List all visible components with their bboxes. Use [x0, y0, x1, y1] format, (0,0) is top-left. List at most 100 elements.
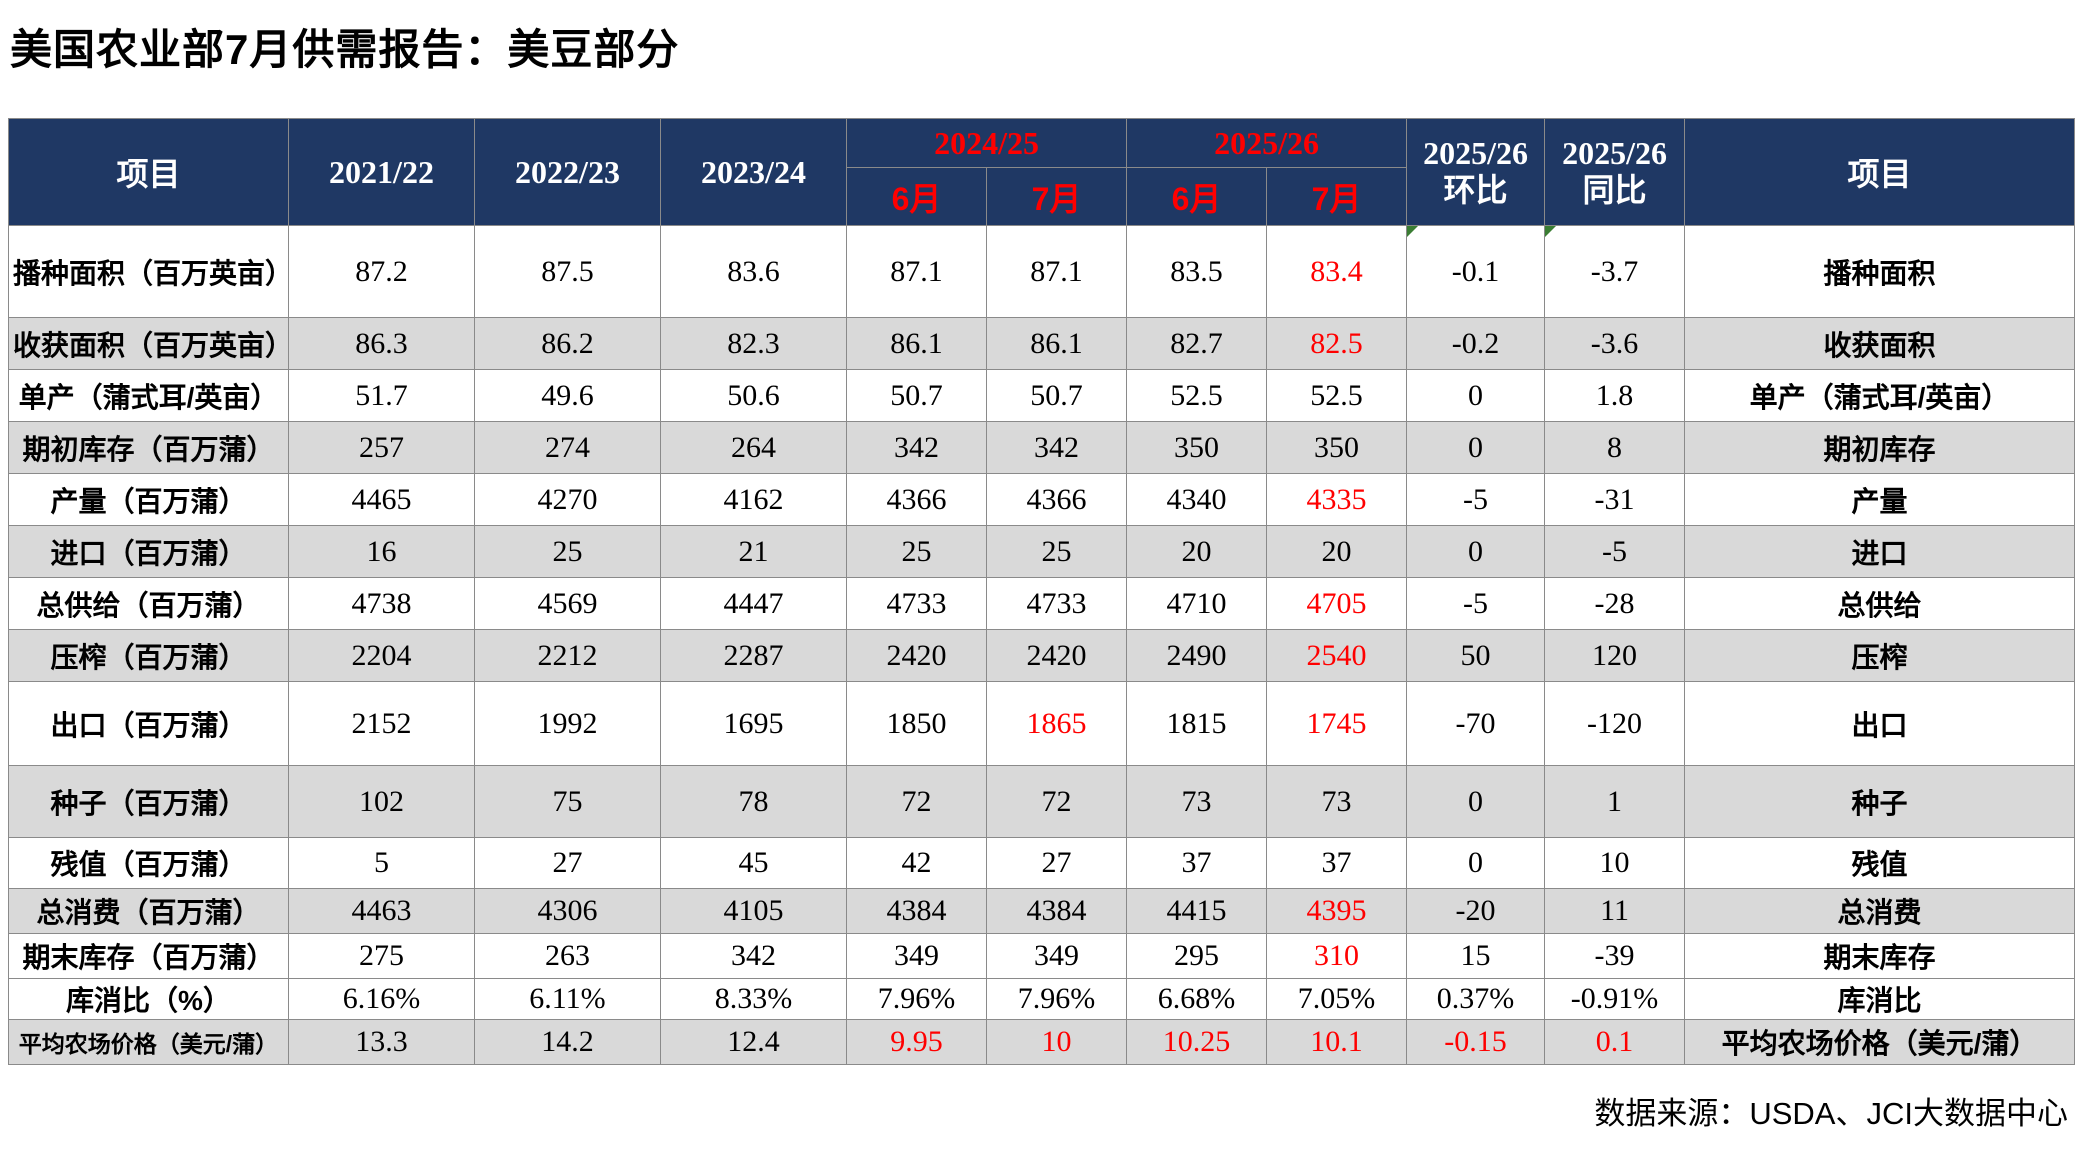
cell-r13-c0: 6.16%	[288, 978, 475, 1020]
row-label-left-9: 种子（百万蒲）	[8, 765, 289, 838]
cell-r1-c0: 86.3	[288, 317, 475, 370]
cell-r13-c3: 7.96%	[846, 978, 987, 1020]
table-row-3: 期初库存（百万蒲） 257 274 264 342 342 350 350 0 8 期初库存	[8, 421, 2076, 474]
cell-r5-c3: 25	[846, 525, 987, 578]
cell-r3-c6: 350	[1266, 421, 1408, 474]
cell-r4-c0: 4465	[288, 473, 475, 526]
table-row-13: 库消比（%） 6.16% 6.11% 8.33% 7.96% 7.96% 6.68% 7.05…	[8, 978, 2076, 1020]
cell-r9-c1: 75	[474, 765, 661, 838]
cell-r0-c0: 87.2	[288, 225, 475, 318]
cell-r0-c1: 87.5	[474, 225, 661, 318]
cell-r3-c7: 0	[1406, 421, 1546, 474]
cell-r12-c1: 263	[474, 933, 661, 979]
cell-r11-c4: 4384	[985, 888, 1128, 934]
cell-r6-c1: 4569	[474, 577, 661, 630]
header-year-1: 2022/23	[474, 118, 661, 226]
cell-r6-c2: 4447	[660, 577, 847, 630]
header-group-1: 2025/26	[1126, 118, 1408, 168]
cell-r10-c8: 10	[1544, 837, 1686, 889]
cell-r11-c3: 4384	[846, 888, 987, 934]
header-compare-1: 2025/26 同比	[1544, 118, 1686, 226]
cell-r2-c1: 49.6	[474, 369, 661, 422]
cell-r14-c5: 10.25	[1126, 1019, 1268, 1065]
cell-r10-c4: 27	[985, 837, 1128, 889]
row-label-right-3: 期初库存	[1684, 421, 2076, 474]
cell-r4-c6: 4335	[1266, 473, 1408, 526]
cell-r5-c0: 16	[288, 525, 475, 578]
cell-r1-c4: 86.1	[985, 317, 1128, 370]
cell-r5-c2: 21	[660, 525, 847, 578]
cell-r14-c6: 10.1	[1266, 1019, 1408, 1065]
cell-r4-c7: -5	[1406, 473, 1546, 526]
row-label-right-0: 播种面积	[1684, 225, 2076, 318]
table-row-2: 单产（蒲式耳/英亩） 51.7 49.6 50.6 50.7 50.7 52.5 52.5 0 1…	[8, 369, 2076, 422]
cell-r6-c3: 4733	[846, 577, 987, 630]
cell-r14-c8: 0.1	[1544, 1019, 1686, 1065]
cell-r12-c7: 15	[1406, 933, 1546, 979]
row-label-left-0: 播种面积（百万英亩）	[8, 225, 289, 318]
cell-r2-c7: 0	[1406, 369, 1546, 422]
cell-r9-c6: 73	[1266, 765, 1408, 838]
table-row-6: 总供给（百万蒲） 4738 4569 4447 4733 4733 4710 4705 -5 -2…	[8, 577, 2076, 630]
header-year-2: 2023/24	[660, 118, 847, 226]
cell-r7-c6: 2540	[1266, 629, 1408, 682]
cell-r13-c6: 7.05%	[1266, 978, 1408, 1020]
cell-r2-c5: 52.5	[1126, 369, 1268, 422]
cell-r7-c8: 120	[1544, 629, 1686, 682]
cell-r5-c7: 0	[1406, 525, 1546, 578]
cell-r11-c8: 11	[1544, 888, 1686, 934]
cell-r9-c8: 1	[1544, 765, 1686, 838]
cell-r1-c8: -3.6	[1544, 317, 1686, 370]
cell-r3-c2: 264	[660, 421, 847, 474]
cell-r5-c5: 20	[1126, 525, 1268, 578]
cell-r7-c2: 2287	[660, 629, 847, 682]
cell-r6-c7: -5	[1406, 577, 1546, 630]
cell-r4-c8: -31	[1544, 473, 1686, 526]
cell-r5-c4: 25	[985, 525, 1128, 578]
row-label-right-4: 产量	[1684, 473, 2076, 526]
header-item-right: 项目	[1684, 118, 2076, 226]
cell-r7-c5: 2490	[1126, 629, 1268, 682]
header-compare-0-line2: 环比	[1443, 172, 1508, 208]
cell-r5-c8: -5	[1544, 525, 1686, 578]
cell-r8-c1: 1992	[474, 681, 661, 766]
cell-r10-c1: 27	[474, 837, 661, 889]
cell-r7-c3: 2420	[846, 629, 987, 682]
cell-r1-c6: 82.5	[1266, 317, 1408, 370]
row-label-left-4: 产量（百万蒲）	[8, 473, 289, 526]
cell-r11-c2: 4105	[660, 888, 847, 934]
row-label-left-7: 压榨（百万蒲）	[8, 629, 289, 682]
header-compare-1-line2: 同比	[1582, 172, 1647, 208]
cell-r14-c3: 9.95	[846, 1019, 987, 1065]
cell-r4-c5: 4340	[1126, 473, 1268, 526]
row-label-right-11: 总消费	[1684, 888, 2076, 934]
cell-r13-c4: 7.96%	[985, 978, 1128, 1020]
page-title: 美国农业部7月供需报告：美豆部分	[10, 26, 680, 73]
cell-r1-c3: 86.1	[846, 317, 987, 370]
row-label-left-13: 库消比（%）	[8, 978, 289, 1020]
supply-demand-table: 项目 2021/22 2022/23 2023/24 2024/25 2025/26 202…	[8, 118, 2076, 1065]
row-label-left-8: 出口（百万蒲）	[8, 681, 289, 766]
cell-r3-c5: 350	[1126, 421, 1268, 474]
cell-r0-c3: 87.1	[846, 225, 987, 318]
row-label-left-3: 期初库存（百万蒲）	[8, 421, 289, 474]
cell-r8-c5: 1815	[1126, 681, 1268, 766]
cell-r4-c2: 4162	[660, 473, 847, 526]
cell-r0-c6: 83.4	[1266, 225, 1408, 318]
cell-r12-c5: 295	[1126, 933, 1268, 979]
cell-r14-c7: -0.15	[1406, 1019, 1546, 1065]
cell-r8-c7: -70	[1406, 681, 1546, 766]
cell-r13-c5: 6.68%	[1126, 978, 1268, 1020]
cell-r12-c4: 349	[985, 933, 1128, 979]
cell-r10-c0: 5	[288, 837, 475, 889]
cell-r9-c7: 0	[1406, 765, 1546, 838]
table-row-7: 压榨（百万蒲） 2204 2212 2287 2420 2420 2490 2540 50 120…	[8, 629, 2076, 682]
cell-r14-c4: 10	[985, 1019, 1128, 1065]
cell-r10-c3: 42	[846, 837, 987, 889]
cell-r5-c6: 20	[1266, 525, 1408, 578]
cell-r2-c3: 50.7	[846, 369, 987, 422]
table-row-5: 进口（百万蒲） 16 25 21 25 25 20 20 0 -5 进口	[8, 525, 2076, 578]
cell-r10-c7: 0	[1406, 837, 1546, 889]
row-label-right-5: 进口	[1684, 525, 2076, 578]
